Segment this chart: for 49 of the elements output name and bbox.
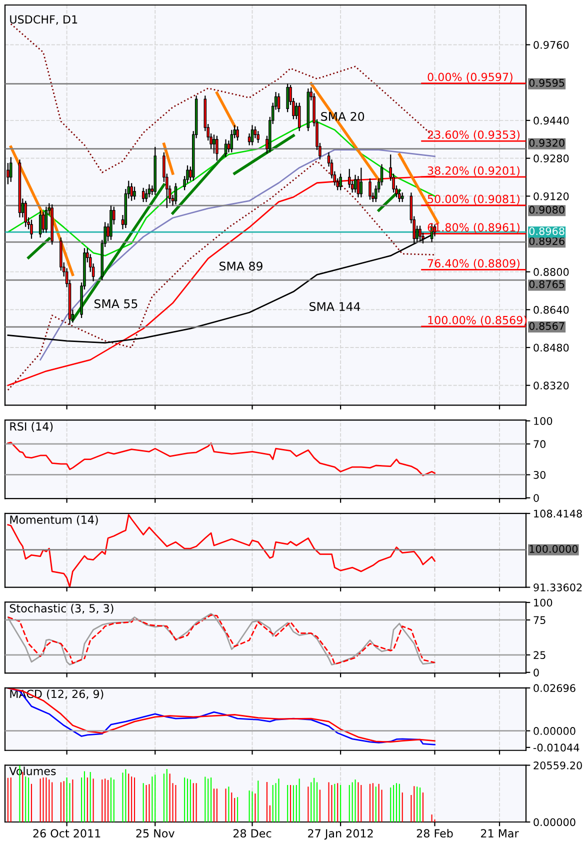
x-tick-label: 27 Jan 2012 bbox=[308, 829, 373, 840]
ref-line-label: 0.9320 bbox=[529, 138, 564, 147]
x-tick-label: 21 Mar bbox=[481, 829, 519, 838]
y-tick-label: 100 bbox=[534, 417, 552, 425]
y-tick-label: 0 bbox=[534, 668, 539, 676]
y-tick-label: 0.9120 bbox=[534, 192, 569, 200]
y-tick-label: 0.8640 bbox=[534, 306, 569, 314]
y-tick-label: 0.8480 bbox=[534, 344, 569, 352]
y-tick-label: 70 bbox=[534, 440, 546, 448]
ref-line-label: 0.8968 bbox=[529, 227, 564, 236]
x-tick-label: 28 Feb bbox=[416, 828, 453, 838]
ref-line-label: 100.0000 bbox=[530, 544, 578, 553]
annotation: SMA 55 bbox=[94, 299, 138, 308]
y-tick-label: 91.33602 bbox=[534, 583, 582, 592]
x-tick-label: 28 Dec bbox=[233, 829, 272, 838]
chart-title: Stochastic (3, 5, 3) bbox=[10, 604, 114, 614]
y-tick-label: 100 bbox=[534, 598, 552, 607]
ref-line-label: 38.20% (0.9201) bbox=[428, 166, 520, 176]
ref-line-label: 0.8567 bbox=[529, 322, 564, 330]
chart-title: Momentum (14) bbox=[10, 515, 98, 526]
y-tick-label: 0.02696 bbox=[534, 684, 576, 692]
y-tick-label: 0.8800 bbox=[534, 268, 569, 276]
ref-line-label: 0.8765 bbox=[529, 280, 564, 288]
y-tick-label: 108.4148 bbox=[534, 510, 582, 518]
y-tick-label: 30 bbox=[534, 470, 546, 479]
y-tick-label: 0 bbox=[534, 494, 539, 502]
ref-line-label: 50.00% (0.9081) bbox=[428, 194, 520, 204]
ref-line-label: 0.9595 bbox=[529, 78, 564, 87]
x-tick-label: 25 Nov bbox=[136, 829, 174, 838]
ref-line-label: 0.00% (0.9597) bbox=[428, 72, 512, 82]
ref-line-label: 0.8926 bbox=[529, 237, 564, 246]
y-tick-label: 0.9440 bbox=[534, 116, 569, 125]
y-tick-label: 75 bbox=[534, 616, 546, 624]
y-tick-label: 0.9280 bbox=[534, 154, 569, 162]
y-tick-label: -0.01044 bbox=[533, 744, 580, 752]
y-tick-label: 20559.20 bbox=[534, 761, 582, 770]
annotation: SMA 89 bbox=[220, 262, 262, 271]
annotation: SMA 144 bbox=[310, 302, 360, 311]
ref-line-label: 23.60% (0.9353) bbox=[428, 130, 520, 140]
x-tick-label: 26 Oct 2011 bbox=[33, 829, 100, 838]
chart-title: RSI (14) bbox=[10, 422, 53, 432]
y-tick-label: 0.9760 bbox=[534, 40, 569, 49]
text: USDCHF, D1 bbox=[10, 15, 78, 25]
y-tick-label: 25 bbox=[534, 651, 546, 660]
ref-line-label: 0.9080 bbox=[529, 206, 564, 214]
y-tick-label: 0.00000 bbox=[534, 727, 576, 735]
y-tick-label: 0.8320 bbox=[534, 382, 569, 390]
y-tick-label: 0.00000 bbox=[534, 818, 576, 826]
ref-line-label: 76.40% (0.8809) bbox=[428, 258, 520, 269]
